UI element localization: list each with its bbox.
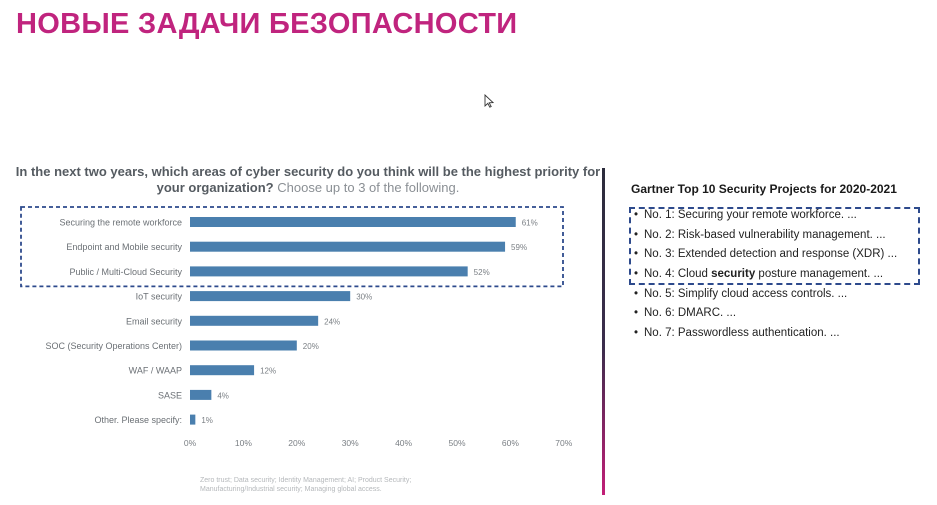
survey-choose-hint: Choose up to 3 of the following. xyxy=(277,180,460,195)
x-tick-label: 10% xyxy=(235,438,252,448)
gartner-item-text: No. 2: Risk-based vulnerability manageme… xyxy=(644,228,886,241)
x-tick-label: 70% xyxy=(555,438,572,448)
category-label: SASE xyxy=(158,390,182,400)
gartner-item-text: No. 7: Passwordless authentication. ... xyxy=(644,327,840,340)
survey-question: In the next two years, which areas of cy… xyxy=(10,164,606,196)
x-tick-label: 40% xyxy=(395,438,412,448)
bar xyxy=(190,340,297,351)
bar-value-label: 61% xyxy=(522,219,538,228)
gartner-item-text: No. 5: Simplify cloud access controls. .… xyxy=(644,287,848,300)
bar-value-label: 30% xyxy=(356,293,372,302)
survey-footnote: Zero trust; Data security; Identity Mana… xyxy=(200,477,412,493)
gartner-project-list: No. 1: Securing your remote workforce. .… xyxy=(632,206,897,344)
chart-highlight-box xyxy=(20,206,564,288)
gartner-item-text: No. 4: Cloud xyxy=(644,268,712,281)
bar xyxy=(190,266,468,277)
gartner-item-text: No. 6: DMARC. ... xyxy=(644,307,737,320)
gartner-item-text-end: posture management. ... xyxy=(755,268,884,281)
category-label: Other. Please specify: xyxy=(94,415,182,425)
category-label: IoT security xyxy=(136,292,183,302)
bar-value-label: 20% xyxy=(303,342,319,351)
gartner-item-text: No. 1: Securing your remote workforce. .… xyxy=(644,209,857,221)
bar xyxy=(190,365,255,376)
bar xyxy=(190,217,516,227)
bar-value-label: 52% xyxy=(474,268,490,277)
gartner-item: No. 7: Passwordless authentication. ... xyxy=(632,324,897,344)
x-tick-label: 20% xyxy=(288,438,305,448)
x-tick-label: 30% xyxy=(342,438,359,448)
gartner-item-bold: security xyxy=(711,268,756,281)
bar xyxy=(190,414,196,425)
gartner-title: Gartner Top 10 Security Projects for 202… xyxy=(631,182,897,196)
x-tick-label: 50% xyxy=(448,438,465,448)
bar-value-label: 1% xyxy=(201,416,213,425)
bar xyxy=(190,315,319,326)
bar-value-label: 59% xyxy=(511,243,527,252)
x-tick-label: 60% xyxy=(502,438,519,448)
survey-question-text: In the next two years, which areas of cy… xyxy=(15,164,601,195)
bar xyxy=(190,291,351,302)
gartner-item: No. 2: Risk-based vulnerability manageme… xyxy=(632,226,897,246)
gartner-highlight-box xyxy=(629,207,920,285)
x-tick-label: 0% xyxy=(184,438,197,448)
bar xyxy=(190,389,212,400)
category-label: Endpoint and Mobile security xyxy=(66,242,182,252)
gartner-item: No. 5: Simplify cloud access controls. .… xyxy=(632,285,897,305)
category-label: Securing the remote workforce xyxy=(59,218,182,228)
gartner-item: No. 6: DMARC. ... xyxy=(632,304,897,324)
gartner-item: No. 1: Securing your remote workforce. .… xyxy=(632,206,897,226)
mouse-cursor-icon xyxy=(484,94,494,108)
gartner-item-text: No. 3: Extended detection and response (… xyxy=(644,248,898,261)
bar xyxy=(190,241,506,252)
gartner-item: No. 3: Extended detection and response (… xyxy=(632,245,897,265)
vertical-divider xyxy=(602,168,605,495)
priority-bar-chart: Securing the remote workforce 61% Endpoint… xyxy=(20,206,573,448)
gartner-item: No. 4: Cloud security posture management… xyxy=(632,265,897,285)
slide-title: НОВЫЕ ЗАДАЧИ БЕЗОПАСНОСТИ xyxy=(16,8,518,40)
category-label: Email security xyxy=(126,316,183,326)
category-label: SOC (Security Operations Center) xyxy=(45,341,182,351)
bar-value-label: 4% xyxy=(217,391,229,400)
category-label: Public / Multi-Cloud Security xyxy=(69,267,182,277)
category-label: WAF / WAAP xyxy=(129,366,182,376)
bar-value-label: 24% xyxy=(324,317,340,326)
bar-value-label: 12% xyxy=(260,367,276,376)
